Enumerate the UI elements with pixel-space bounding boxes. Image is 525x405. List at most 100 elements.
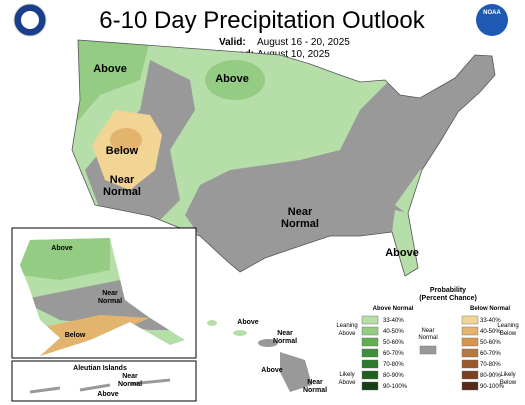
legend-swatch: [419, 345, 437, 355]
map-label: Above: [93, 63, 127, 75]
label-line: Near: [288, 206, 313, 218]
map-label: Likely Above: [338, 372, 356, 386]
map-label: Near Normal: [273, 330, 297, 345]
legend-bin-label: 50-60%: [383, 340, 404, 346]
legend-swatch: [461, 315, 479, 325]
legend-swatch: [461, 370, 479, 380]
label-line: Below: [65, 332, 86, 339]
map-label: Likely Below: [500, 372, 517, 386]
legend-swatch: [361, 381, 379, 391]
map-label: Near Normal: [418, 328, 437, 341]
legend-bin-label: 33-40%: [480, 318, 501, 324]
above-region-fl: [392, 210, 418, 276]
label-line: Above: [237, 319, 259, 326]
label-line: Below: [500, 380, 517, 386]
label-line: Above: [385, 247, 419, 259]
label-line: Near: [277, 330, 293, 337]
label-line: Normal: [118, 381, 142, 388]
valid-label: Valid:: [219, 37, 246, 48]
label-line: Below: [106, 145, 139, 157]
label-line: Normal: [303, 387, 327, 394]
hi-oahu: [233, 330, 247, 336]
hi-maui: [258, 339, 278, 347]
legend-swatch: [461, 337, 479, 347]
legend-bin-label: 90-100%: [480, 384, 505, 390]
label-line: Above: [51, 245, 73, 252]
label-line: Normal: [418, 335, 437, 341]
legend-bin-label: 70-80%: [383, 362, 404, 368]
ak-below: [30, 315, 150, 356]
doc-logo-inner: [21, 11, 39, 29]
legend-bin-label: 80-90%: [383, 373, 404, 379]
label-line: Leaning: [497, 323, 518, 329]
legend-swatch: [361, 370, 379, 380]
title: 6-10 Day Precipitation Outlook: [99, 7, 426, 34]
map-label: Below: [65, 332, 86, 339]
legend-bin-label: 60-70%: [383, 351, 404, 357]
noaa-logo-text: NOAA: [483, 10, 501, 16]
label-line: Above: [338, 331, 356, 337]
map-label: Near Normal: [98, 290, 122, 305]
aleutians-title: Aleutian Islands: [73, 365, 127, 372]
near-normal-east: [185, 50, 495, 276]
legend-bin-label: 60-70%: [480, 351, 501, 357]
legend-swatch: [461, 326, 479, 336]
label-line: Leaning: [336, 323, 357, 329]
map-label: Leaning Below: [497, 323, 518, 337]
map-label: Probability (Percent Chance): [419, 287, 477, 302]
legend-bin-label: 50-60%: [480, 340, 501, 346]
label-line: Probability: [430, 287, 466, 294]
label-line: Near: [421, 328, 434, 334]
legend-bin-label: 40-50%: [383, 329, 404, 335]
conus-outline: [71, 39, 496, 277]
legend-bin-label: 80-90%: [480, 373, 501, 379]
label-line: Normal: [273, 338, 297, 345]
legend-bin-label: 90-100%: [383, 384, 408, 390]
legend-bin-label: 70-80%: [480, 362, 501, 368]
label-line: Likely: [339, 372, 354, 378]
label-line: Above: [97, 391, 119, 398]
label-line: Below: [500, 331, 517, 337]
map-label: Near Normal: [281, 206, 319, 230]
label-line: Near: [307, 379, 323, 386]
legend-swatch: [361, 359, 379, 369]
legend-swatch: [361, 337, 379, 347]
map-label: Above: [215, 73, 249, 85]
map-label: Below: [106, 145, 139, 157]
label-line: Above: [261, 367, 283, 374]
hi-big-island: [280, 352, 312, 392]
map-label: Near Normal: [303, 379, 327, 394]
map-label: Above: [237, 319, 259, 326]
map-label: Above: [385, 247, 419, 259]
label-line: Likely: [500, 372, 515, 378]
map-label: Above: [261, 367, 283, 374]
noaa-logo: [476, 4, 508, 36]
hi-kauai: [207, 320, 217, 326]
ak-near-normal: [20, 280, 185, 330]
map-label: Above: [97, 391, 119, 398]
hawaii-map: [207, 320, 312, 392]
legend-swatch: [361, 348, 379, 358]
aleutian-islands: [29, 378, 171, 394]
label-line: Above: [338, 380, 356, 386]
map-label: Above: [51, 245, 73, 252]
map-label: Near Normal: [118, 373, 142, 388]
label-line: Near: [102, 290, 118, 297]
label-line: Above: [215, 73, 249, 85]
legend-bin-label: 40-50%: [480, 329, 501, 335]
legend-column-title: Below Normal: [470, 306, 510, 312]
legend-bin-label: 33-40%: [383, 318, 404, 324]
ak-above-strong: [20, 238, 110, 280]
above-region-plains: [205, 60, 265, 100]
below-region-core: [110, 128, 142, 152]
issued-date: August 10, 2025: [257, 49, 330, 60]
above-region-nw: [72, 40, 150, 130]
label-line: Near: [110, 174, 135, 186]
label-line: Normal: [281, 218, 319, 230]
legend-swatch: [361, 315, 379, 325]
label-line: Near: [122, 373, 138, 380]
label-line: Above: [93, 63, 127, 75]
legend-swatch: [361, 326, 379, 336]
valid-dates: August 16 - 20, 2025: [257, 37, 350, 48]
